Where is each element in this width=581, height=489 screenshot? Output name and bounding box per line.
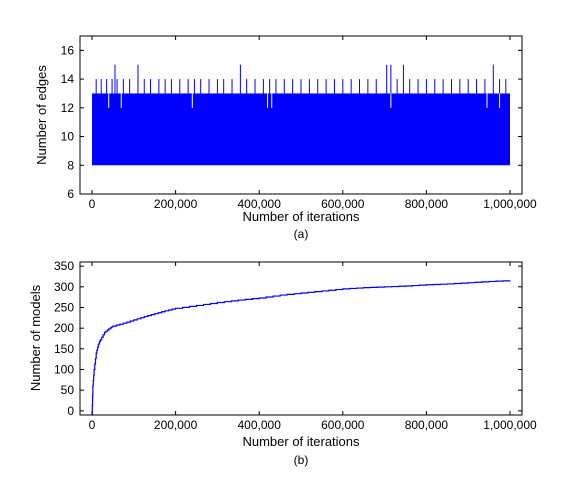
panel-b-x-axis-label: Number of iterations (242, 434, 360, 449)
panel-b-x-tick-label: 400,000 (238, 418, 282, 432)
panel-b-caption: (b) (294, 453, 309, 467)
panel-b-series-line (91, 280, 511, 416)
panel-a-y-tick-label: 8 (67, 158, 74, 172)
panel-a-x-tick-label: 800,000 (405, 197, 449, 211)
panel-b-y-tick-label: 0 (67, 404, 74, 418)
panel-a-trace-band (92, 93, 510, 166)
panel-a-x-tick-label: 400,000 (238, 197, 282, 211)
panel-a-plot-area (92, 64, 510, 166)
panel-a-y-tick-label: 12 (61, 101, 75, 115)
panel-a-x-tick-label: 1,000,000 (483, 197, 537, 211)
panel-a: 0 200,000 400,000 600,000 800,000 1,000,000 6… (34, 35, 537, 241)
panel-b-y-tick-label: 200 (54, 321, 74, 335)
panel-b-x-tick-label: 1,000,000 (483, 418, 537, 432)
panel-b-plot-area (91, 280, 511, 416)
panel-a-x-tick-label: 0 (89, 197, 96, 211)
panel-a-x-tick-label: 200,000 (154, 197, 198, 211)
panel-b-frame (79, 261, 523, 416)
panel-b-y-tick-label: 50 (61, 383, 75, 397)
panel-b-y-ticks: 0 50 100 150 200 250 300 350 (54, 259, 522, 418)
panel-a-y-axis-label: Number of edges (34, 65, 49, 165)
panel-b: 0 200,000 400,000 600,000 800,000 1,000,000 0… (28, 259, 537, 467)
panel-b-x-tick-label: 600,000 (321, 418, 365, 432)
panel-a-y-tick-label: 6 (67, 187, 74, 201)
panel-a-y-tick-label: 10 (61, 130, 75, 144)
panel-b-y-tick-label: 350 (54, 259, 74, 273)
panel-a-x-axis-label: Number of iterations (242, 209, 360, 224)
panel-b-x-ticks: 0 200,000 400,000 600,000 800,000 1,000,000 (89, 262, 537, 432)
panel-a-y-ticks: 6 8 10 12 14 16 (61, 43, 522, 201)
panel-a-x-tick-label: 600,000 (321, 197, 365, 211)
panel-b-y-tick-label: 250 (54, 300, 74, 314)
panel-b-y-axis-label: Number of models (28, 284, 43, 391)
panel-b-x-tick-label: 200,000 (154, 418, 198, 432)
panel-a-x-ticks: 0 200,000 400,000 600,000 800,000 1,000,000 (89, 36, 537, 211)
panel-b-y-tick-label: 300 (54, 280, 74, 294)
panel-b-y-tick-label: 150 (54, 342, 74, 356)
panel-b-x-tick-label: 0 (89, 418, 96, 432)
panel-b-y-tick-label: 100 (54, 363, 74, 377)
panel-b-x-tick-label: 800,000 (405, 418, 449, 432)
panel-a-y-tick-label: 14 (61, 72, 75, 86)
panel-a-y-tick-label: 16 (61, 43, 75, 57)
panel-a-caption: (a) (294, 227, 309, 241)
